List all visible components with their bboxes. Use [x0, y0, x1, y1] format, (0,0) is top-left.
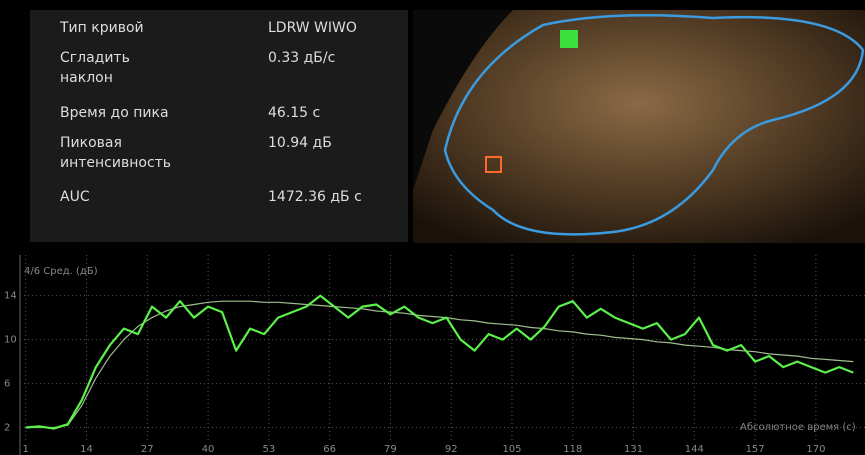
data-line: [26, 296, 854, 429]
x-tick-label: 92: [445, 444, 458, 455]
param-label: Время до пика: [60, 103, 180, 123]
screen: Тип кривой LDRW WIWO Сгладить наклон 0.33 д…: [0, 0, 865, 455]
chart: 4/6 Сред. (дБ) Абсолютное время (с) 1410…: [0, 255, 865, 455]
x-tick-label: 131: [624, 444, 643, 455]
param-value: LDRW WIWO: [268, 18, 428, 38]
x-tick-label: 53: [262, 444, 275, 455]
x-tick-label: 40: [202, 444, 215, 455]
roi-marker: [560, 30, 578, 48]
x-tick-label: 14: [80, 444, 93, 455]
param-label: Тип кривой: [60, 18, 180, 38]
x-tick-label: 66: [323, 444, 336, 455]
param-label: Сгладить наклон: [60, 48, 180, 88]
param-value: 0.33 дБ/с: [268, 48, 428, 68]
param-value: 10.94 дБ: [268, 133, 428, 153]
ultrasound-image: [413, 10, 865, 243]
y-tick-label: 10: [4, 335, 17, 346]
y-tick-label: 14: [4, 291, 17, 302]
x-tick-label: 1: [23, 444, 29, 455]
x-tick-label: 170: [806, 444, 825, 455]
x-tick-label: 118: [563, 444, 582, 455]
x-tick-label: 105: [502, 444, 521, 455]
x-tick-label: 79: [384, 444, 397, 455]
x-tick-label: 144: [685, 444, 704, 455]
x-axis-label: Абсолютное время (с): [740, 422, 856, 433]
param-label: Пиковая интенсивность: [60, 133, 180, 173]
x-tick-label: 27: [141, 444, 154, 455]
param-label: AUC: [60, 187, 180, 207]
x-tick-label: 157: [746, 444, 765, 455]
y-tick-label: 6: [4, 379, 10, 390]
param-value: 46.15 с: [268, 103, 428, 123]
y-tick-label: 2: [4, 423, 10, 434]
param-value: 1472.36 дБ с: [268, 187, 428, 207]
